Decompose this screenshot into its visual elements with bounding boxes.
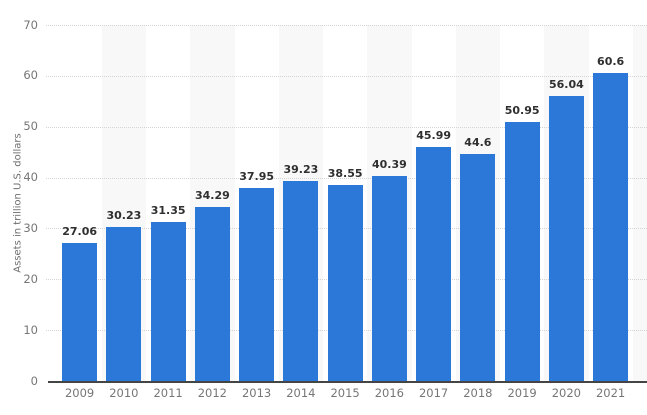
- bar-value-label: 27.06: [62, 225, 98, 239]
- y-tick-label: 60: [23, 68, 38, 83]
- x-tick-label: 2010: [109, 386, 139, 400]
- bar-value-label: 31.35: [150, 203, 186, 217]
- bar-value-label: 34.29: [194, 188, 230, 202]
- x-tick-label: 2016: [374, 386, 405, 400]
- bar-2012[interactable]: [194, 206, 230, 381]
- bar-2011[interactable]: [150, 221, 186, 381]
- y-tick-label: 20: [23, 271, 38, 286]
- bar-2018[interactable]: [460, 154, 496, 381]
- bar-value-label: 50.95: [504, 103, 540, 117]
- x-axis-line: [48, 381, 647, 383]
- bar-value-label: 37.95: [239, 169, 275, 183]
- gridline: [46, 75, 647, 77]
- y-tick-label: 50: [23, 119, 38, 134]
- background-stripe: [632, 25, 647, 381]
- y-tick-label: 10: [23, 322, 38, 337]
- bar-value-label: 60.6: [597, 54, 625, 68]
- y-tick-label: 70: [23, 17, 38, 32]
- y-tick-label: 30: [23, 220, 38, 235]
- x-tick-label: 2017: [418, 386, 449, 400]
- bar-2009[interactable]: [62, 243, 98, 381]
- y-tick-label: 0: [30, 373, 38, 388]
- bar-2016[interactable]: [371, 175, 407, 381]
- bar-value-label: 44.6: [464, 136, 492, 150]
- x-tick-label: 2015: [330, 386, 360, 400]
- bar-2014[interactable]: [283, 181, 319, 381]
- bar-2010[interactable]: [106, 227, 142, 381]
- x-tick-label: 2014: [286, 386, 316, 400]
- bar-2015[interactable]: [327, 184, 363, 381]
- x-tick-label: 2020: [551, 386, 582, 400]
- gridline: [46, 25, 647, 26]
- y-tick-label: 40: [23, 170, 38, 185]
- bar-value-label: 40.39: [371, 157, 407, 171]
- x-tick-label: 2013: [241, 386, 272, 400]
- bar-2017[interactable]: [416, 147, 452, 381]
- x-tick-label: 2009: [64, 386, 95, 400]
- bar-value-label: 56.04: [548, 77, 584, 91]
- bar-value-label: 38.55: [327, 166, 363, 180]
- gridline: [46, 177, 647, 179]
- x-tick-label: 2012: [197, 386, 228, 400]
- x-tick-label: 2011: [153, 386, 183, 400]
- bar-value-label: 30.23: [106, 209, 142, 223]
- x-tick-label: 2019: [507, 386, 537, 400]
- bar-2021[interactable]: [593, 72, 629, 381]
- bar-2019[interactable]: [504, 121, 540, 381]
- bar-value-label: 45.99: [416, 129, 452, 143]
- bar-value-label: 39.23: [283, 163, 319, 177]
- bar-2013[interactable]: [239, 187, 275, 381]
- bar-2020[interactable]: [548, 95, 584, 381]
- gridline: [46, 126, 647, 128]
- x-tick-label: 2021: [595, 386, 626, 400]
- x-tick-label: 2018: [463, 386, 493, 400]
